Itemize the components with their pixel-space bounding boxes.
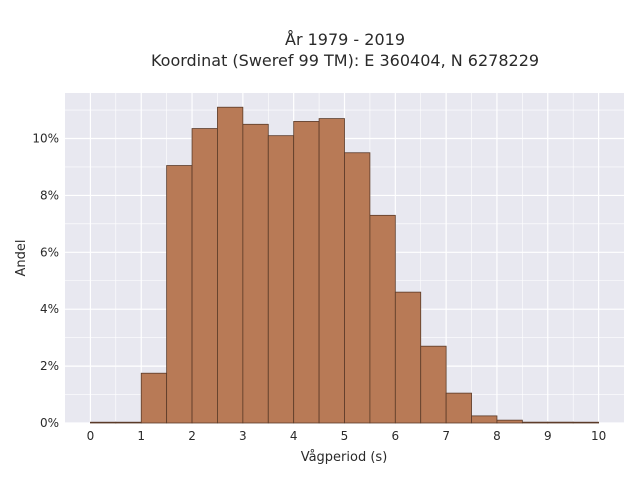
histogram-bar <box>115 421 142 424</box>
y-tick-label: 4% <box>40 302 59 316</box>
x-tick-label: 9 <box>544 429 552 443</box>
x-tick-label: 3 <box>239 429 247 443</box>
histogram-bar <box>191 128 218 424</box>
histogram-bar <box>242 123 269 424</box>
x-tick-label: 7 <box>442 429 450 443</box>
histogram-bar <box>445 392 472 424</box>
x-tick-label: 10 <box>591 429 606 443</box>
x-tick-label: 8 <box>493 429 501 443</box>
histogram-bar <box>547 421 574 424</box>
y-axis-ticks: 0% 2% 4% 6% 8% 10% <box>32 132 59 430</box>
histogram-bar <box>572 421 599 424</box>
x-tick-label: 4 <box>290 429 298 443</box>
x-axis-label: Vågperiod (s) <box>301 450 388 465</box>
histogram-bar <box>140 372 168 424</box>
histogram-bar <box>318 118 345 424</box>
histogram-bar <box>420 345 447 424</box>
y-tick-label: 6% <box>40 245 59 259</box>
x-tick-label: 1 <box>137 429 145 443</box>
histogram-bar <box>394 291 422 424</box>
x-tick-label: 2 <box>188 429 196 443</box>
chart-title-line-2: Koordinat (Sweref 99 TM): E 360404, N 62… <box>151 51 539 70</box>
histogram-bar <box>521 421 549 424</box>
y-axis-label: Andel <box>14 240 29 277</box>
x-tick-label: 0 <box>87 429 95 443</box>
x-tick-label: 6 <box>391 429 399 443</box>
chart-title-line-1: År 1979 - 2019 <box>285 30 405 49</box>
histogram-bar <box>217 106 244 424</box>
histogram-bar <box>90 421 117 424</box>
x-axis-ticks: 0 1 2 3 4 5 6 7 8 9 10 <box>87 429 607 443</box>
histogram-bar <box>293 121 320 424</box>
y-tick-label: 2% <box>40 359 59 373</box>
histogram-bar <box>471 415 498 424</box>
histogram-bar <box>344 152 371 424</box>
histogram-bar <box>267 135 295 424</box>
y-tick-label: 8% <box>40 188 59 202</box>
histogram-bar <box>166 165 193 424</box>
histogram-bar <box>369 214 396 424</box>
y-tick-label: 0% <box>40 416 59 430</box>
bars <box>90 106 599 424</box>
histogram-bar <box>496 419 523 424</box>
x-tick-label: 5 <box>341 429 349 443</box>
y-tick-label: 10% <box>32 132 59 146</box>
